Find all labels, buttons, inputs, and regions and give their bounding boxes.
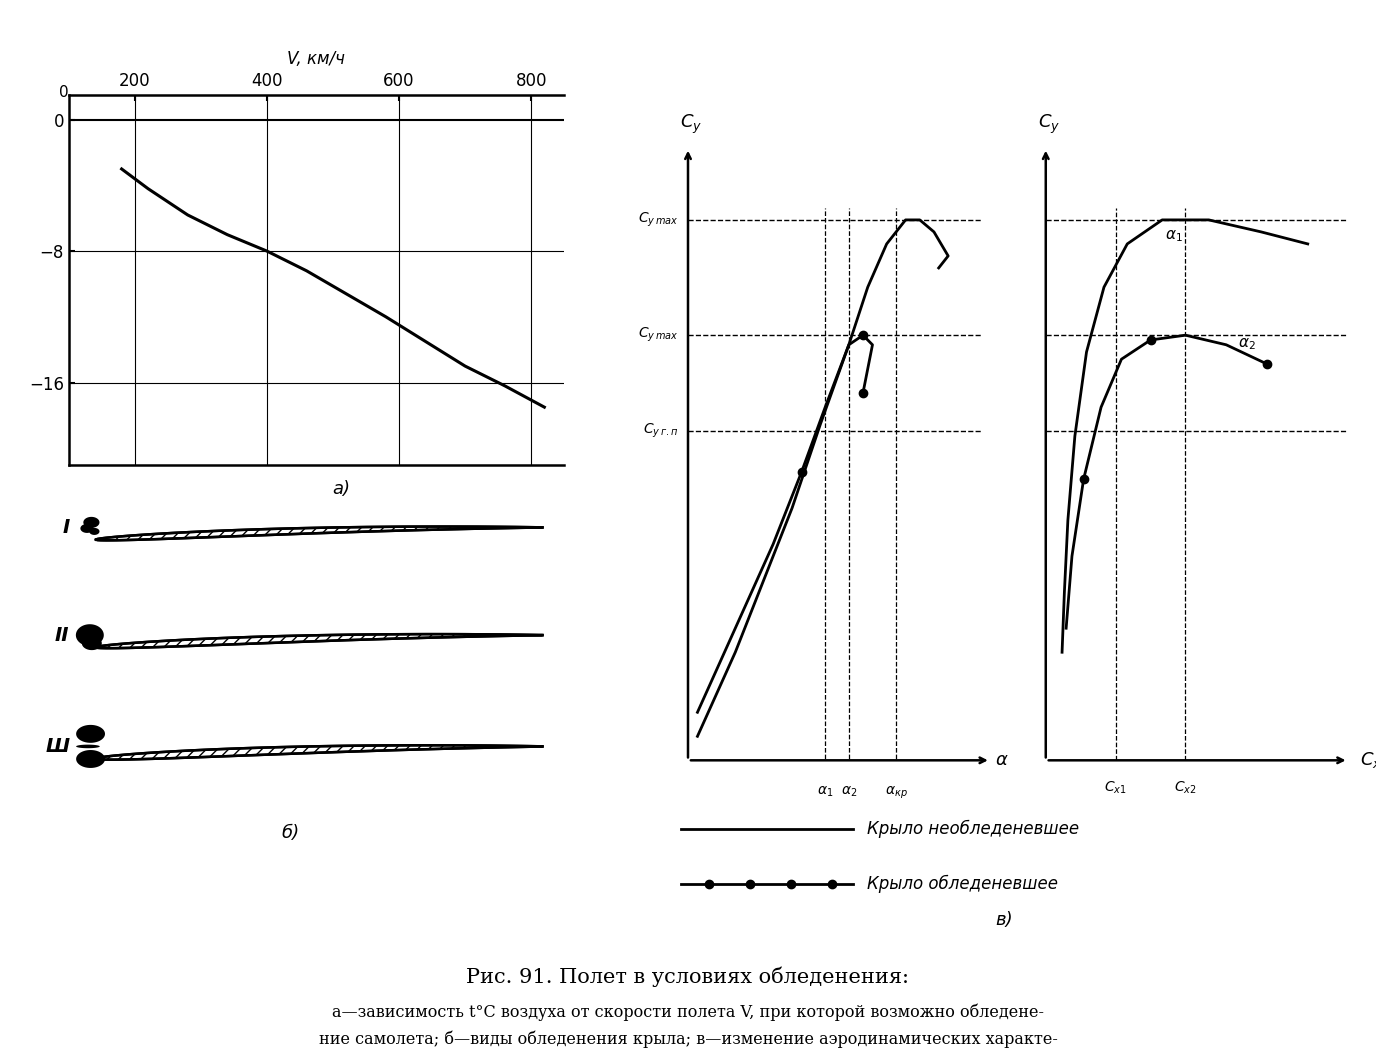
Text: б): б) <box>281 824 299 842</box>
Text: $\alpha_{кр}$: $\alpha_{кр}$ <box>885 785 908 800</box>
Text: $C_{x2}$: $C_{x2}$ <box>1174 779 1197 796</box>
Text: $\alpha_2$: $\alpha_2$ <box>1238 336 1255 352</box>
Text: $C_y$: $C_y$ <box>680 113 702 136</box>
Text: II: II <box>55 625 70 644</box>
Text: 0: 0 <box>59 84 69 100</box>
Polygon shape <box>81 637 102 650</box>
Text: I: I <box>62 517 70 536</box>
Polygon shape <box>76 724 105 742</box>
Text: а): а) <box>332 480 351 498</box>
Text: $C_y$: $C_y$ <box>1038 113 1060 136</box>
Text: $C_{y\,max}$: $C_{y\,max}$ <box>638 211 678 229</box>
Text: Крыло обледеневшее: Крыло обледеневшее <box>867 874 1058 892</box>
Text: $C_{y\,max}$: $C_{y\,max}$ <box>638 326 678 344</box>
Text: Ш: Ш <box>45 737 70 756</box>
Text: $\alpha_1$: $\alpha_1$ <box>817 785 834 798</box>
Text: $C_{y\,г.п}$: $C_{y\,г.п}$ <box>644 422 678 440</box>
X-axis label: V, км/ч: V, км/ч <box>288 50 345 68</box>
Text: а—зависимость t°С воздуха от скорости полета V, при которой возможно обледене-
н: а—зависимость t°С воздуха от скорости по… <box>319 1003 1057 1056</box>
Text: $\alpha_2$: $\alpha_2$ <box>841 785 857 798</box>
Polygon shape <box>96 527 542 541</box>
Text: $C_x$: $C_x$ <box>1359 751 1376 770</box>
Text: $\alpha_1$: $\alpha_1$ <box>1165 228 1183 244</box>
Text: в): в) <box>996 911 1013 929</box>
Text: Крыло необледеневшее: Крыло необледеневшее <box>867 819 1079 837</box>
Polygon shape <box>89 528 99 535</box>
Text: $\alpha$: $\alpha$ <box>995 751 1009 770</box>
Text: $C_{x1}$: $C_{x1}$ <box>1105 779 1127 796</box>
Polygon shape <box>76 744 100 749</box>
Polygon shape <box>80 524 94 533</box>
Polygon shape <box>96 634 542 648</box>
Polygon shape <box>76 624 103 646</box>
Polygon shape <box>76 750 105 768</box>
Polygon shape <box>84 516 99 528</box>
Text: Рис. 91. Полет в условиях обледенения:: Рис. 91. Полет в условиях обледенения: <box>466 966 910 986</box>
Polygon shape <box>96 746 542 759</box>
